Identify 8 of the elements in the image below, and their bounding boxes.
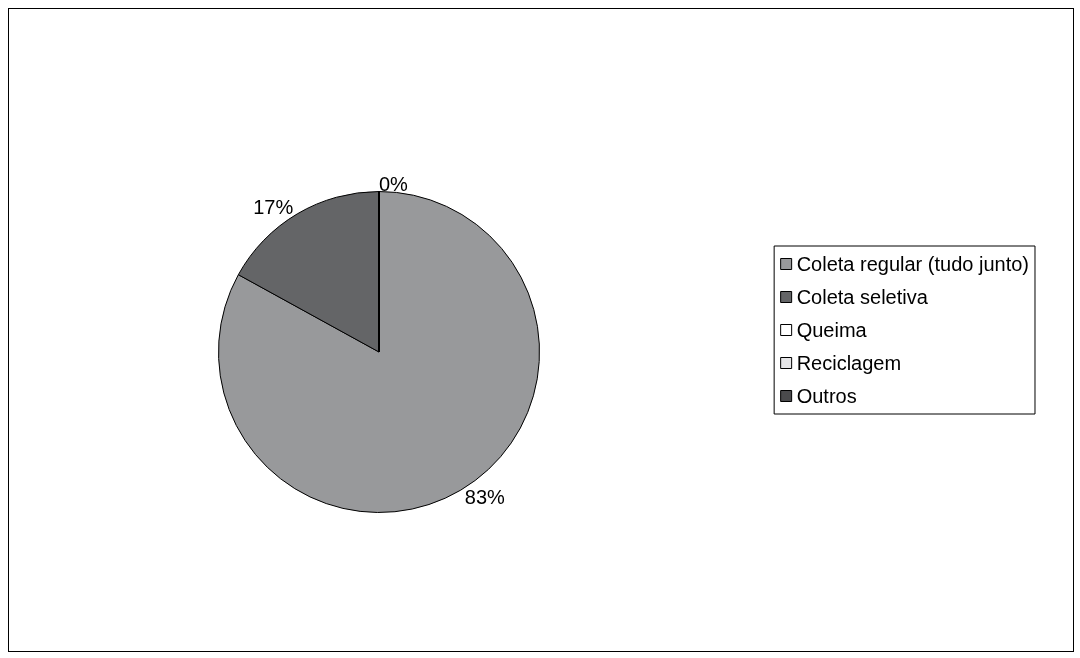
legend-label: Coleta seletiva bbox=[796, 286, 929, 308]
legend-label: Outros bbox=[796, 385, 857, 407]
data-label: 17% bbox=[253, 195, 294, 218]
legend-label: Coleta regular (tudo junto) bbox=[796, 253, 1030, 275]
text: 0% bbox=[379, 172, 408, 195]
legend-label: Queima bbox=[796, 319, 868, 341]
legend-label: Reciclagem bbox=[796, 352, 902, 374]
data-label: 83% bbox=[464, 486, 506, 509]
